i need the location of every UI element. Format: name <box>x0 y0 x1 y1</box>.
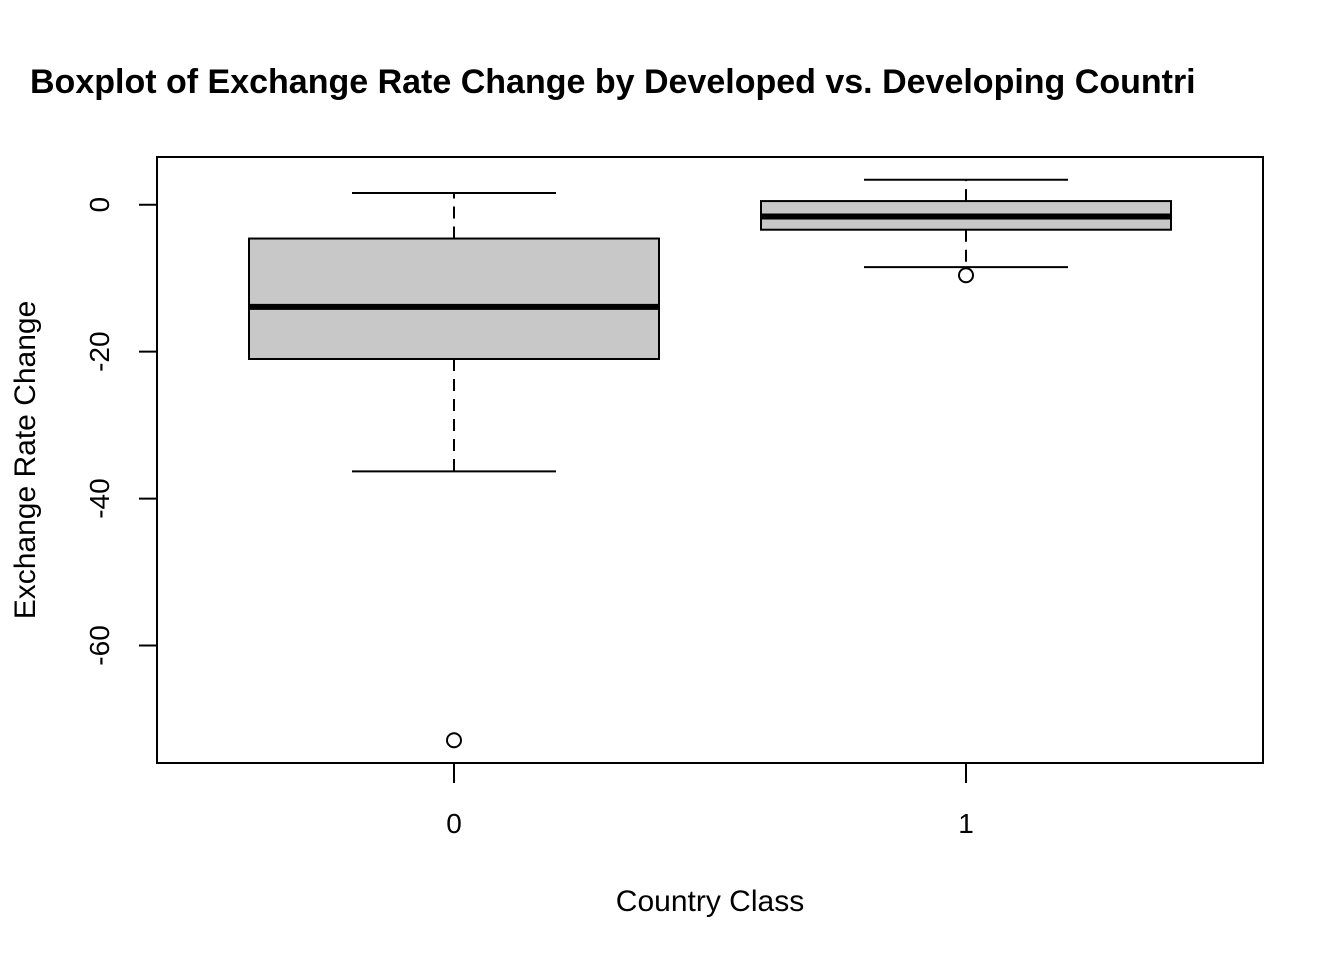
y-tick-label: 0 <box>84 197 115 213</box>
boxes-group <box>248 178 1172 749</box>
outlier-point <box>446 732 462 749</box>
x-tick-label: 1 <box>958 808 974 839</box>
x-axis-label: Country Class <box>616 885 804 918</box>
outlier-point <box>958 267 974 284</box>
iqr-box <box>248 237 660 360</box>
x-tick-label: 0 <box>446 808 462 839</box>
chart-title: Boxplot of Exchange Rate Change by Devel… <box>30 63 1196 101</box>
box-1 <box>760 178 1172 284</box>
y-axis: 0 -20 -40 -60 <box>84 197 158 666</box>
box-0 <box>248 191 660 749</box>
y-tick-label: -20 <box>84 331 115 371</box>
y-tick-label: -60 <box>84 625 115 665</box>
y-tick-label: -40 <box>84 478 115 518</box>
y-axis-label: Exchange Rate Change <box>9 301 42 620</box>
